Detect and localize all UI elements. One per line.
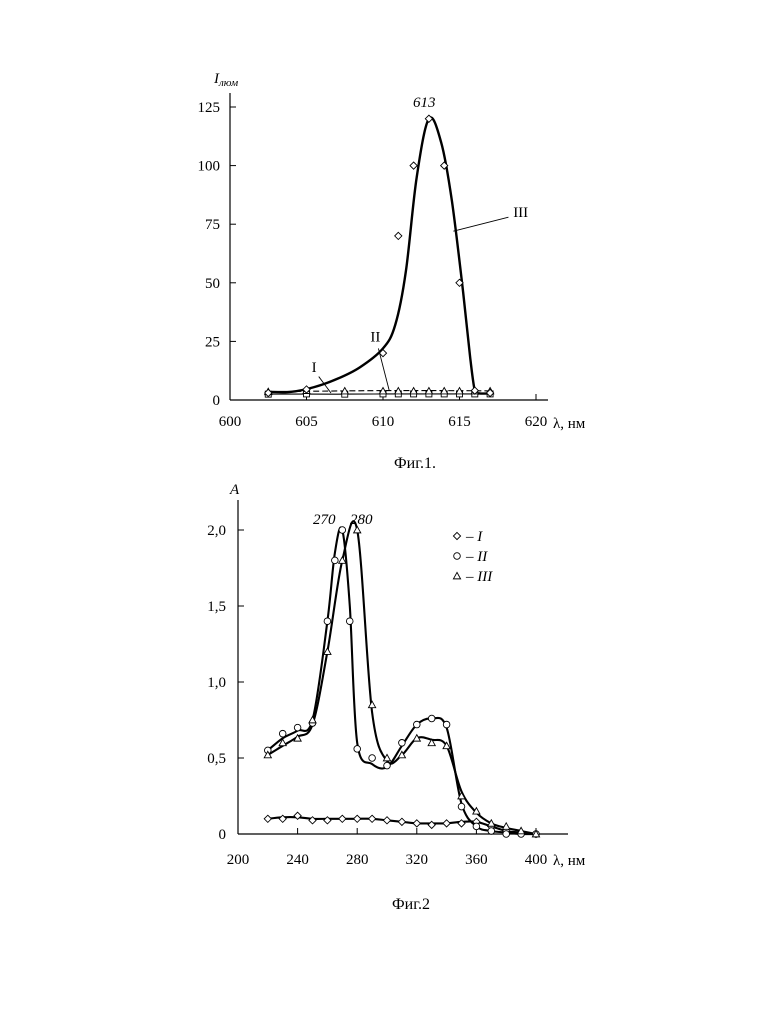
figure-1: 6006056106156200255075100125 IIIIII Iлюм… [198,71,586,472]
fig2-markers [264,526,539,837]
fig1-series-III-point [425,115,432,122]
fig1-series-labels: IIIIII [312,205,529,393]
fig2-series-I-point [428,821,435,828]
fig2-series-I-point [398,818,405,825]
figure-2: 20024028032036040000,51,01,52,0 A λ, нм … [207,482,586,913]
fig2-y-tick-label: 1,0 [207,675,226,691]
fig2-ticks: 200 240 280 320 360 400 0 0,5 1,0 1,5 2,0 [207,523,547,868]
fig2-y-tick-label: 0 [219,827,227,843]
fig1-x-tick-label: 600 [219,414,242,430]
fig1-series-II-label: II [370,329,380,345]
fig2-series-II-point [488,828,495,835]
fig2-series-II-point [428,715,435,722]
fig2-ylabel: A [229,482,240,498]
fig2-series-III-point [339,557,346,563]
fig2-y-tick-label: 2,0 [207,523,226,539]
fig1-y-tick-label: 25 [205,334,220,350]
fig2-series-II-point [354,746,361,753]
fig2-y-tick-label: 1,5 [207,599,226,615]
fig1-caption: Фиг.1. [394,455,436,472]
fig1-y-tick-label: 125 [198,100,221,116]
fig2-series-II-point [339,527,346,534]
fig2-legend: – I – II – III [453,529,493,585]
fig2-peak-label-270: 270 [313,512,336,528]
fig2-x-tick-label: 400 [525,852,548,868]
fig1-y-tick-label: 100 [198,159,221,175]
fig2-series-II-point [443,721,450,728]
fig2-series-I-point [369,815,376,822]
fig1-y-tick-label: 0 [213,393,221,409]
fig2-series-II-point [503,831,510,838]
fig1-ticks: 600 605 610 615 620 0 25 50 75 100 125 [198,100,548,430]
fig1-y-tick-label: 50 [205,276,220,292]
fig2-series-III-point [369,701,376,707]
fig2-legend-marker-diamond [453,532,460,539]
fig2-series-I-point [339,815,346,822]
fig2-legend-marker-circle [454,553,461,560]
fig2-series-II-point [294,724,301,731]
fig2-series-II-point [384,762,391,769]
fig2-x-tick-label: 280 [346,852,369,868]
fig1-series-III-point [395,232,402,239]
fig2-series-I-point [383,817,390,824]
fig1-y-tick-label: 75 [205,217,220,233]
fig2-series-III-point [503,823,510,829]
fig2-curves [268,521,536,834]
fig2-legend-marker-triangle [453,572,460,578]
fig1-series-III-point [410,162,417,169]
fig2-series-II-point [399,740,406,747]
fig2-series-I-point [413,820,420,827]
fig2-xlabel: λ, нм [553,853,586,869]
fig2-peak-label-280: 280 [350,512,373,528]
fig2-x-tick-label: 240 [286,852,309,868]
fig2-series-II-line [268,527,536,834]
fig2-caption: Фиг.2 [392,896,430,913]
fig2-series-II-point [458,803,465,810]
fig2-series-I-point [443,820,450,827]
fig2-series-II-point [473,823,480,830]
fig2-x-tick-label: 200 [227,852,250,868]
fig2-x-tick-label: 320 [406,852,429,868]
fig2-x-tick-label: 360 [465,852,488,868]
fig2-series-II-point [324,618,331,625]
fig1-x-tick-label: 615 [448,414,471,430]
fig2-series-I-point [264,815,271,822]
fig1-x-tick-label: 610 [372,414,395,430]
fig2-legend-label: – I [465,529,483,545]
fig1-series-I-label: I [312,360,317,376]
fig2-series-II-point [332,557,339,564]
fig2-series-II-point [414,721,421,728]
fig2-y-tick-label: 0,5 [207,751,226,767]
fig2-series-II-point [369,755,376,762]
fig2-series-III-point [324,648,331,654]
fig1-peak-label: 613 [413,95,436,111]
fig1-series-III-leader [453,217,508,231]
fig2-series-II-point [279,730,286,737]
fig2-series-III-line [268,521,536,834]
fig1-xlabel: λ, нм [553,416,586,432]
fig2-legend-label: – II [465,549,488,565]
fig2-legend-label: – III [465,569,493,585]
fig1-x-tick-label: 605 [295,414,318,430]
fig2-series-I-point [354,815,361,822]
fig1-ylabel: Iлюм [213,71,238,89]
fig1-x-tick-label: 620 [525,414,548,430]
fig2-series-II-point [346,618,353,625]
fig1-series-III-label: III [513,205,528,221]
